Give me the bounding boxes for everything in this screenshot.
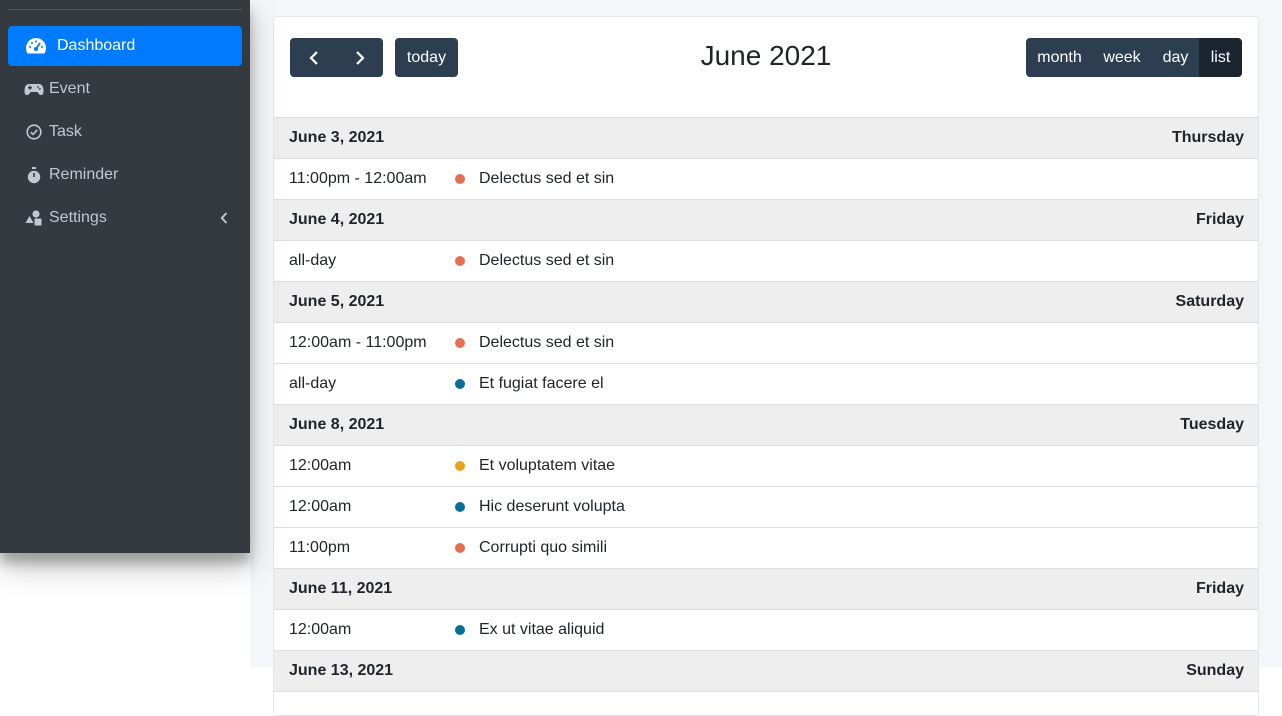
event-time: 12:00am bbox=[289, 457, 352, 474]
sidebar-item-dashboard[interactable]: Dashboard bbox=[8, 26, 242, 66]
event-title: Corrupti quo simili bbox=[479, 539, 608, 556]
chevron-left-icon bbox=[220, 211, 228, 225]
sidebar-item-label: Event bbox=[49, 80, 90, 97]
event-color-dot bbox=[455, 461, 465, 471]
event-title: Delectus sed et sin bbox=[479, 170, 615, 187]
view-day-button[interactable]: day bbox=[1151, 38, 1200, 77]
event-color-dot bbox=[455, 502, 465, 512]
event-color-dot bbox=[455, 379, 465, 389]
view-list-button[interactable]: list bbox=[1199, 38, 1242, 77]
day-header: June 4, 2021 Friday bbox=[274, 200, 1258, 241]
sidebar-item-event[interactable]: Event bbox=[8, 69, 242, 109]
chevron-right-icon bbox=[355, 50, 365, 65]
sidebar-divider bbox=[8, 9, 242, 10]
day-date[interactable]: June 8, 2021 bbox=[289, 416, 385, 433]
day-header: June 8, 2021 Tuesday bbox=[274, 405, 1258, 446]
event-title: Et fugiat facere el bbox=[479, 375, 604, 392]
event-time: 12:00am bbox=[289, 498, 352, 515]
today-button[interactable]: today bbox=[395, 38, 458, 77]
day-date[interactable]: June 13, 2021 bbox=[289, 662, 394, 679]
day-date[interactable]: June 11, 2021 bbox=[289, 580, 393, 597]
event-row[interactable]: 11:00pm Corrupti quo simili bbox=[274, 528, 1258, 569]
event-row[interactable]: 12:00am Et voluptatem vitae bbox=[274, 446, 1258, 487]
sidebar-item-label: Settings bbox=[49, 209, 107, 226]
event-row[interactable]: 12:00am Ex ut vitae aliquid bbox=[274, 610, 1258, 651]
event-row[interactable]: 12:00am Hic deserunt volupta bbox=[274, 487, 1258, 528]
view-month-button[interactable]: month bbox=[1026, 38, 1093, 77]
event-color-dot bbox=[455, 543, 465, 553]
event-time: all-day bbox=[289, 252, 337, 269]
day-date[interactable]: June 4, 2021 bbox=[289, 211, 385, 228]
check-circle-icon bbox=[24, 122, 44, 142]
view-switcher: month week day list bbox=[1026, 38, 1242, 77]
day-weekday[interactable]: Friday bbox=[1195, 580, 1244, 597]
event-row[interactable]: all-day Et fugiat facere el bbox=[274, 364, 1258, 405]
sidebar-item-settings[interactable]: Settings bbox=[8, 198, 242, 238]
event-color-dot bbox=[455, 174, 465, 184]
event-title: Ex ut vitae aliquid bbox=[479, 621, 605, 638]
shapes-icon bbox=[24, 208, 44, 228]
event-color-dot bbox=[455, 625, 465, 635]
chevron-left-icon bbox=[308, 50, 318, 65]
day-date[interactable]: June 3, 2021 bbox=[289, 129, 385, 146]
day-date[interactable]: June 5, 2021 bbox=[289, 293, 385, 310]
event-row[interactable]: 11:00pm - 12:00am Delectus sed et sin bbox=[274, 159, 1258, 200]
event-title: Delectus sed et sin bbox=[479, 252, 615, 269]
main-content: June 2021 today month week day list June… bbox=[250, 0, 1282, 716]
day-header: June 11, 2021 Friday bbox=[274, 569, 1258, 610]
day-weekday[interactable]: Tuesday bbox=[1180, 416, 1244, 433]
event-time: 12:00am - 11:00pm bbox=[289, 334, 427, 351]
sidebar-item-reminder[interactable]: Reminder bbox=[8, 155, 242, 195]
event-time: 11:00pm - 12:00am bbox=[289, 170, 427, 187]
event-color-dot bbox=[455, 338, 465, 348]
event-title: Et voluptatem vitae bbox=[479, 457, 616, 474]
sidebar-item-task[interactable]: Task bbox=[8, 112, 242, 152]
event-row[interactable]: 12:00am - 11:00pm Delectus sed et sin bbox=[274, 323, 1258, 364]
day-header: June 13, 2021 Sunday bbox=[274, 651, 1258, 692]
day-weekday[interactable]: Saturday bbox=[1175, 293, 1244, 310]
day-weekday[interactable]: Thursday bbox=[1171, 129, 1244, 146]
day-header: June 3, 2021 Thursday bbox=[274, 118, 1258, 159]
day-header: June 5, 2021 Saturday bbox=[274, 282, 1258, 323]
day-weekday[interactable]: Sunday bbox=[1186, 662, 1244, 679]
calendar-toolbar: June 2021 today month week day list bbox=[290, 38, 1242, 78]
sidebar-nav: Dashboard Event Task bbox=[8, 26, 242, 241]
next-button[interactable] bbox=[336, 38, 383, 77]
event-list: June 3, 2021 Thursday 11:00pm - 12:00am Del… bbox=[274, 117, 1258, 692]
event-time: 12:00am bbox=[289, 621, 352, 638]
event-time: 11:00pm bbox=[289, 539, 351, 556]
event-title: Hic deserunt volupta bbox=[479, 498, 625, 515]
event-title: Delectus sed et sin bbox=[479, 334, 615, 351]
event-color-dot bbox=[455, 256, 465, 266]
sidebar-item-label: Task bbox=[49, 123, 82, 140]
calendar: June 2021 today month week day list June… bbox=[273, 16, 1259, 716]
sidebar-item-label: Dashboard bbox=[57, 37, 136, 54]
prev-button[interactable] bbox=[290, 38, 337, 77]
sidebar-item-label: Reminder bbox=[49, 166, 119, 183]
stopwatch-icon bbox=[24, 165, 44, 185]
gamepad-icon bbox=[24, 79, 44, 99]
day-weekday[interactable]: Friday bbox=[1195, 211, 1244, 228]
sidebar: Dashboard Event Task bbox=[0, 0, 250, 553]
tachometer-icon bbox=[24, 36, 48, 56]
event-row[interactable]: all-day Delectus sed et sin bbox=[274, 241, 1258, 282]
view-week-button[interactable]: week bbox=[1092, 38, 1152, 77]
event-time: all-day bbox=[289, 375, 337, 392]
